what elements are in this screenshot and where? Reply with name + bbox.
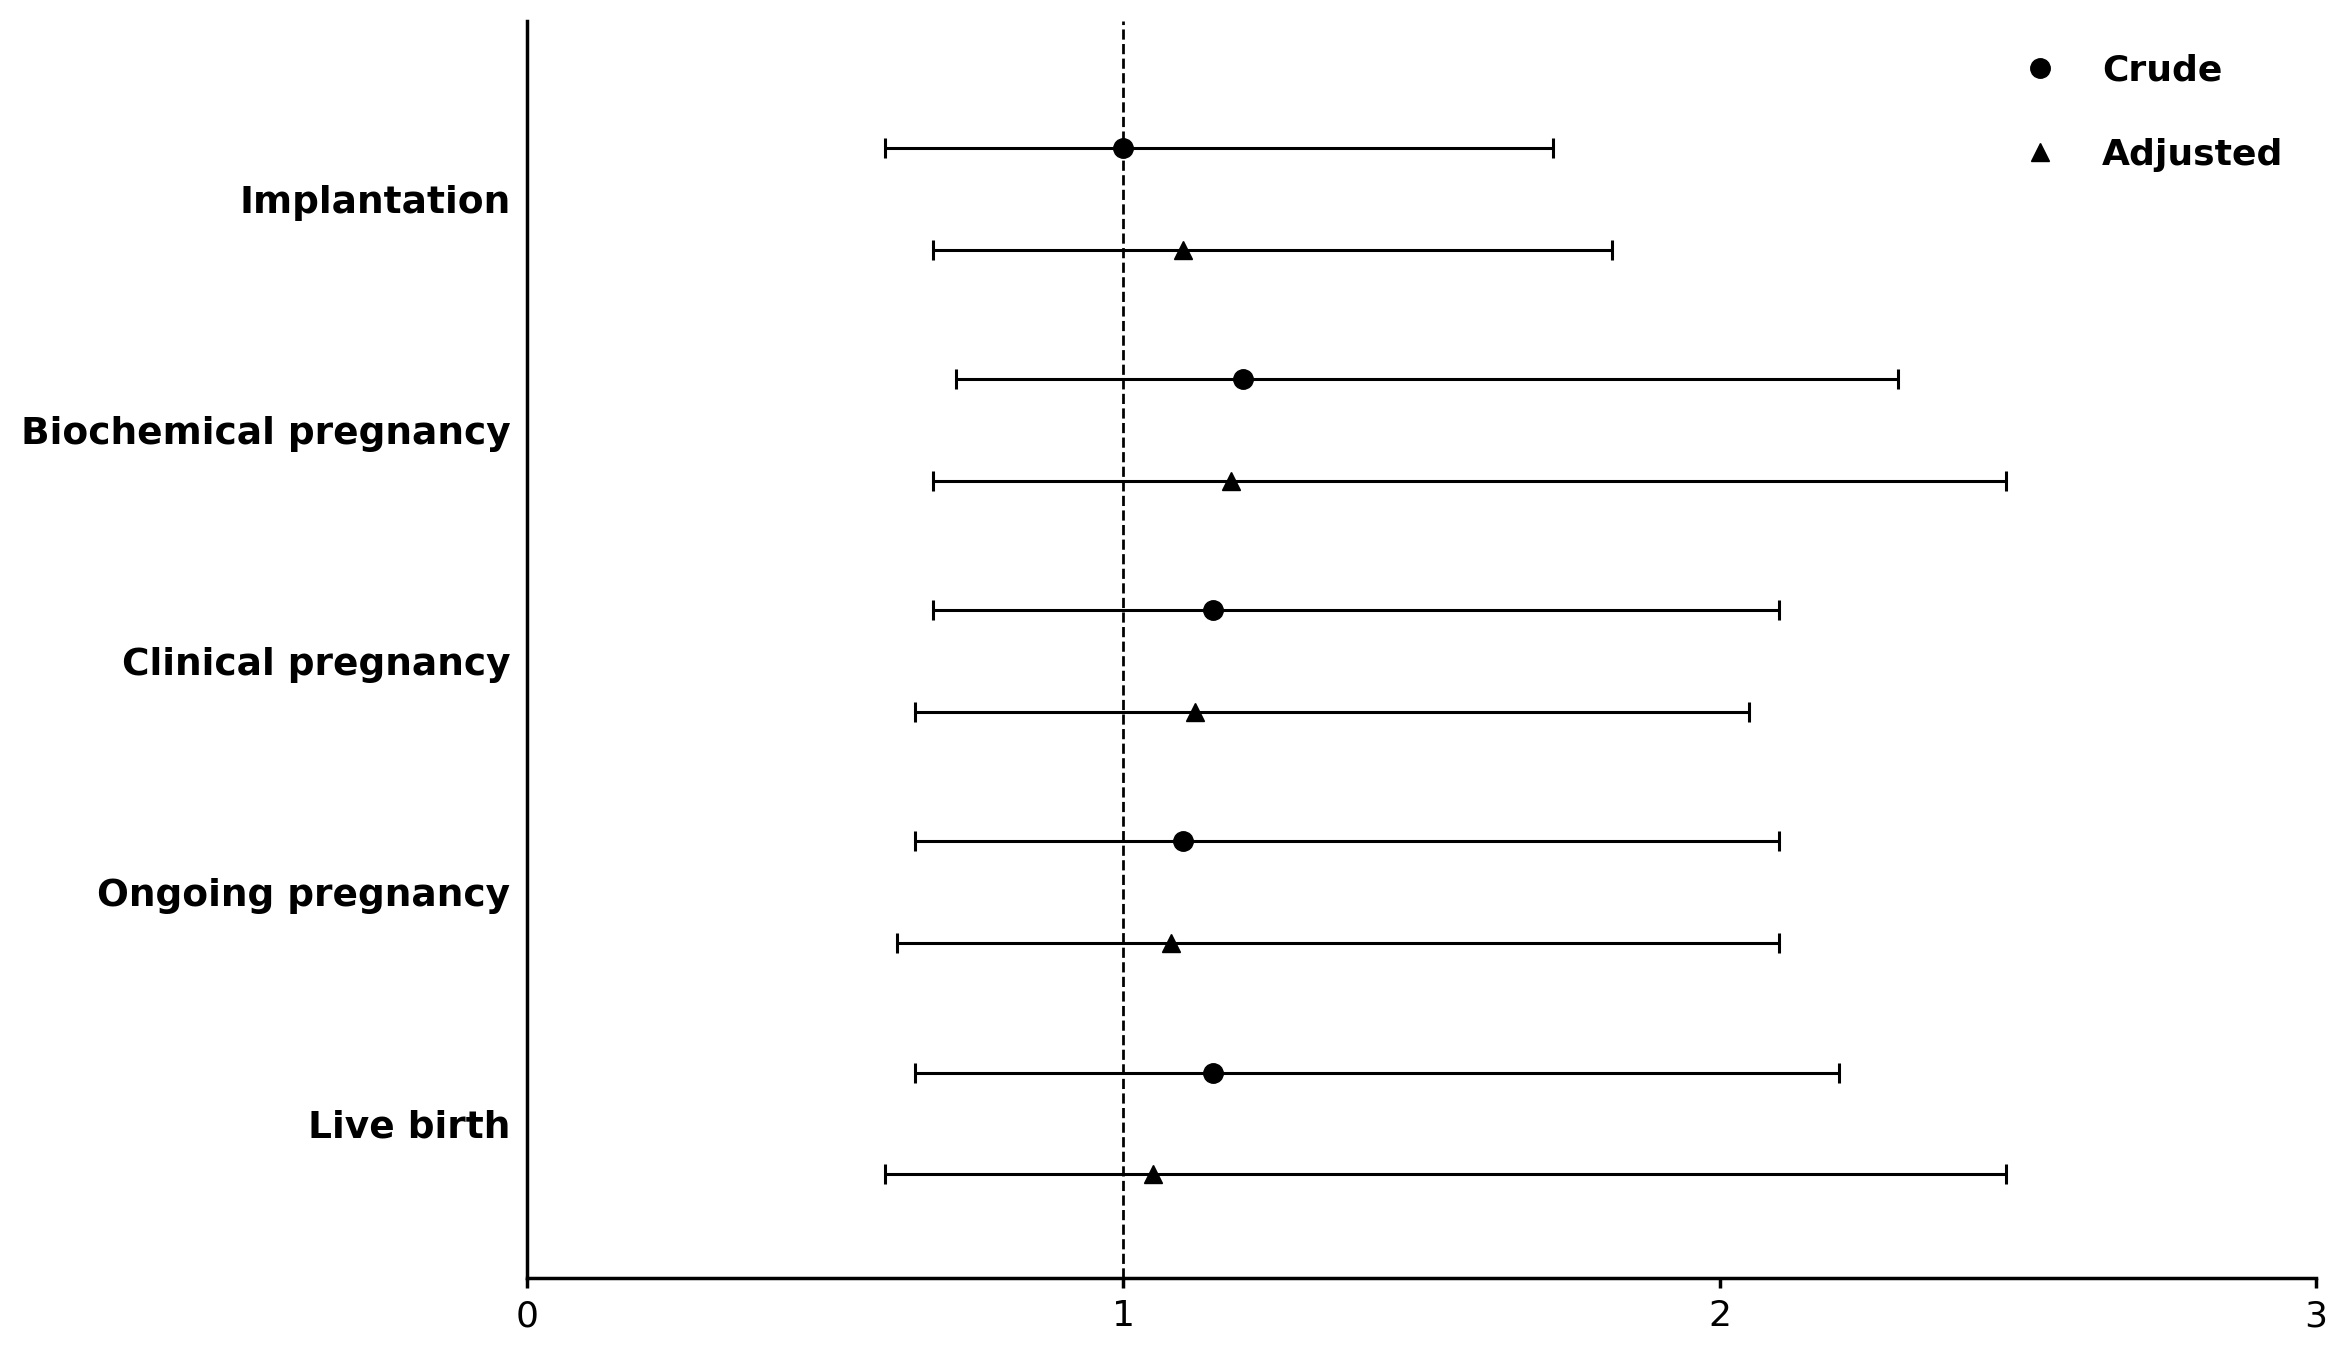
Legend: Crude, Adjusted: Crude, Adjusted [2008, 39, 2299, 187]
